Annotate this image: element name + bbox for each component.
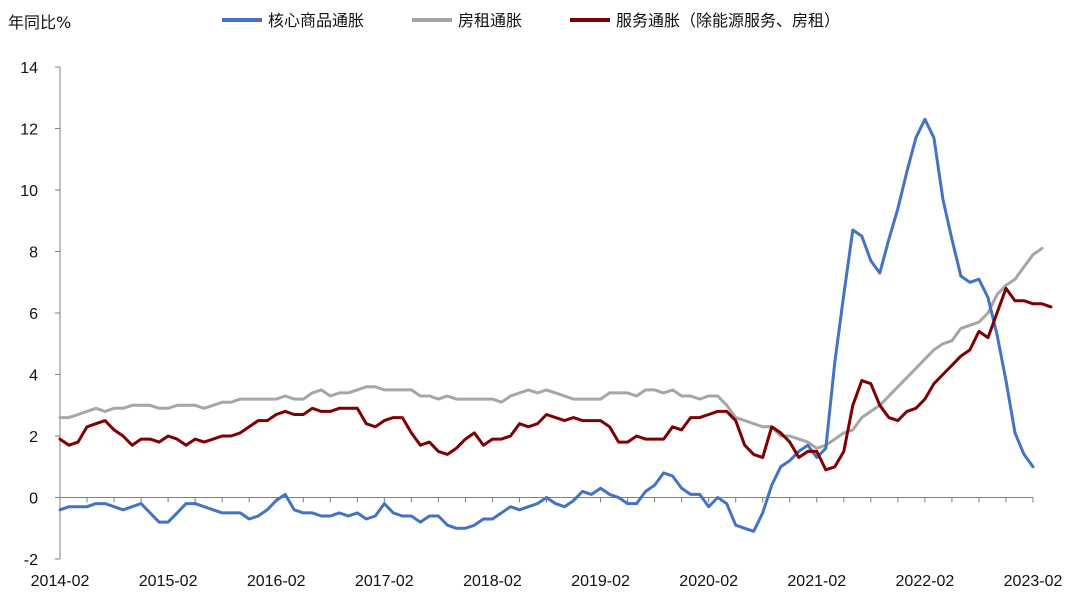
y-tick-label: 4 [29, 368, 38, 385]
x-tick-label: 2022-02 [896, 573, 955, 590]
y-axis-unit-label: 年同比% [8, 13, 71, 32]
y-tick-label: 12 [20, 122, 38, 139]
x-tick-label: 2020-02 [679, 573, 738, 590]
x-tick-label: 2016-02 [247, 573, 306, 590]
y-tick-label: 0 [29, 491, 38, 508]
series-line-core-goods [58, 117, 1035, 533]
legend-label-core-goods: 核心商品通胀 [268, 11, 364, 30]
legend-item-services: 服务通胀（除能源服务、房租） [570, 11, 840, 30]
x-tick-label: 2023-02 [1004, 573, 1063, 590]
series-layer [58, 117, 1053, 533]
series-line-rent [58, 246, 1044, 450]
x-tick-label: 2015-02 [139, 573, 198, 590]
legend-label-rent: 房租通胀 [458, 11, 522, 30]
x-tick-label: 2018-02 [463, 573, 522, 590]
y-tick-label: -2 [24, 552, 38, 569]
x-tick-label: 2014-02 [31, 573, 90, 590]
legend-label-services: 服务通胀（除能源服务、房租） [616, 11, 840, 30]
y-tick-label: 2 [29, 429, 38, 446]
axes: -2 0 2 4 6 8 10 12 14 2014-02 2015-02 2016-02 2017-0… [20, 60, 1062, 590]
series-line-services [58, 286, 1053, 472]
y-tick-label: 14 [20, 60, 38, 77]
legend: 核心商品通胀 房租通胀 服务通胀（除能源服务、房租） [222, 11, 840, 30]
x-tick-label: 2021-02 [787, 573, 846, 590]
y-tick-label: 10 [20, 183, 38, 200]
legend-item-core-goods: 核心商品通胀 [222, 11, 364, 30]
y-tick-label: 6 [29, 306, 38, 323]
x-tick-label: 2019-02 [571, 573, 630, 590]
y-tick-label: 8 [29, 245, 38, 262]
x-tick-label: 2017-02 [355, 573, 414, 590]
legend-item-rent: 房租通胀 [412, 11, 522, 30]
